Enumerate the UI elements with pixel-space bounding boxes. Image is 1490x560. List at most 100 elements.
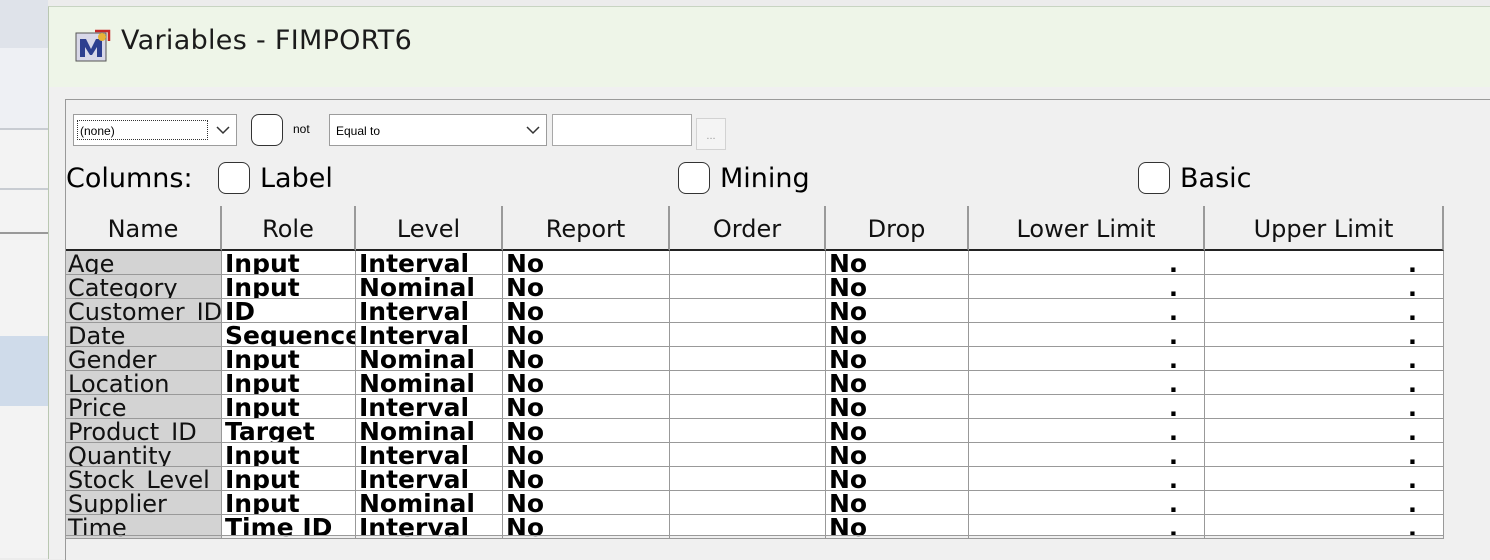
cell-level[interactable]: Nominal (356, 491, 503, 515)
table-row[interactable]: Location Input Nominal No No.. (66, 371, 1444, 395)
cell-level[interactable]: Nominal (356, 419, 503, 443)
cell-report[interactable]: No (503, 467, 670, 491)
mining-checkbox[interactable] (678, 162, 710, 194)
cell-level[interactable]: Nominal (356, 347, 503, 371)
cell-lower-limit[interactable]: . (969, 491, 1205, 515)
cell-report[interactable]: No (503, 371, 670, 395)
cell-level[interactable]: Nominal (356, 275, 503, 299)
header-report[interactable]: Report (503, 206, 670, 251)
cell-drop[interactable]: No (826, 371, 969, 395)
cell-report[interactable]: No (503, 347, 670, 371)
cell-role[interactable]: Input (222, 443, 356, 467)
cell-level[interactable]: Nominal (356, 371, 503, 395)
cell-drop[interactable]: No (826, 323, 969, 347)
table-row[interactable]: Gender Input Nominal No No.. (66, 347, 1444, 371)
ellipsis-button[interactable]: ... (696, 118, 726, 150)
cell-lower-limit[interactable]: . (969, 251, 1205, 275)
cell-lower-limit[interactable]: . (969, 323, 1205, 347)
header-upper-limit[interactable]: Upper Limit (1205, 206, 1444, 251)
cell-name[interactable]: Price (66, 395, 222, 419)
header-drop[interactable]: Drop (826, 206, 969, 251)
cell-level[interactable]: Interval (356, 323, 503, 347)
cell-name[interactable]: Stock_Level (66, 467, 222, 491)
cell-lower-limit[interactable]: . (969, 419, 1205, 443)
cell-report[interactable]: No (503, 443, 670, 467)
cell-report[interactable]: No (503, 299, 670, 323)
table-row[interactable]: Stock_Level Input Interval No No.. (66, 467, 1444, 491)
cell-level[interactable]: Interval (356, 515, 503, 539)
cell-role[interactable]: Sequence (222, 323, 356, 347)
cell-lower-limit[interactable]: . (969, 467, 1205, 491)
table-row[interactable]: Date Sequence Interval No No.. (66, 323, 1444, 347)
header-order[interactable]: Order (670, 206, 826, 251)
table-row[interactable]: Product_ID Target Nominal No No.. (66, 419, 1444, 443)
cell-drop[interactable]: No (826, 419, 969, 443)
cell-name[interactable]: Customer_ID (66, 299, 222, 323)
cell-upper-limit[interactable]: . (1205, 323, 1444, 347)
cell-order[interactable] (670, 323, 826, 347)
cell-name[interactable]: Product_ID (66, 419, 222, 443)
table-row[interactable]: Quantity Input Interval No No.. (66, 443, 1444, 467)
header-name[interactable]: Name (66, 206, 222, 251)
cell-lower-limit[interactable]: . (969, 515, 1205, 539)
basic-checkbox[interactable] (1138, 162, 1170, 194)
cell-drop[interactable]: No (826, 347, 969, 371)
cell-level[interactable]: Interval (356, 395, 503, 419)
cell-order[interactable] (670, 419, 826, 443)
cell-lower-limit[interactable]: . (969, 371, 1205, 395)
cell-lower-limit[interactable]: . (969, 299, 1205, 323)
operator-select[interactable]: Equal to (329, 114, 547, 146)
cell-drop[interactable]: No (826, 467, 969, 491)
cell-report[interactable]: No (503, 395, 670, 419)
cell-report[interactable]: No (503, 491, 670, 515)
cell-order[interactable] (670, 467, 826, 491)
cell-order[interactable] (670, 443, 826, 467)
cell-upper-limit[interactable]: . (1205, 371, 1444, 395)
cell-name[interactable]: Location (66, 371, 222, 395)
cell-role[interactable]: Input (222, 491, 356, 515)
cell-order[interactable] (670, 371, 826, 395)
cell-upper-limit[interactable]: . (1205, 419, 1444, 443)
cell-lower-limit[interactable]: . (969, 395, 1205, 419)
cell-level[interactable]: Interval (356, 251, 503, 275)
cell-role[interactable]: Input (222, 395, 356, 419)
table-row[interactable]: Age Input Interval No No.. (66, 251, 1444, 275)
cell-report[interactable]: No (503, 275, 670, 299)
cell-drop[interactable]: No (826, 515, 969, 539)
cell-role[interactable]: Input (222, 251, 356, 275)
table-row[interactable]: Price Input Interval No No.. (66, 395, 1444, 419)
cell-upper-limit[interactable]: . (1205, 347, 1444, 371)
cell-drop[interactable]: No (826, 443, 969, 467)
filter-value-input[interactable] (552, 114, 692, 146)
cell-order[interactable] (670, 515, 826, 539)
cell-lower-limit[interactable]: . (969, 347, 1205, 371)
column-filter-select[interactable]: (none) (73, 114, 237, 146)
cell-lower-limit[interactable]: . (969, 275, 1205, 299)
cell-name[interactable]: Supplier (66, 491, 222, 515)
cell-role[interactable]: Time ID (222, 515, 356, 539)
cell-name[interactable]: Age (66, 251, 222, 275)
cell-order[interactable] (670, 491, 826, 515)
cell-level[interactable]: Interval (356, 299, 503, 323)
cell-role[interactable]: Input (222, 275, 356, 299)
header-role[interactable]: Role (222, 206, 356, 251)
cell-upper-limit[interactable]: . (1205, 443, 1444, 467)
cell-order[interactable] (670, 275, 826, 299)
not-checkbox[interactable] (251, 114, 283, 146)
cell-name[interactable]: Date (66, 323, 222, 347)
cell-drop[interactable]: No (826, 491, 969, 515)
cell-level[interactable]: Interval (356, 467, 503, 491)
cell-upper-limit[interactable]: . (1205, 251, 1444, 275)
cell-role[interactable]: Target (222, 419, 356, 443)
cell-report[interactable]: No (503, 515, 670, 539)
table-row[interactable]: Category Input Nominal No No.. (66, 275, 1444, 299)
table-row[interactable]: Customer_ID ID Interval No No.. (66, 299, 1444, 323)
cell-upper-limit[interactable]: . (1205, 275, 1444, 299)
cell-report[interactable]: No (503, 419, 670, 443)
cell-upper-limit[interactable]: . (1205, 467, 1444, 491)
cell-order[interactable] (670, 299, 826, 323)
table-row[interactable]: Supplier Input Nominal No No.. (66, 491, 1444, 515)
cell-name[interactable]: Quantity (66, 443, 222, 467)
label-checkbox[interactable] (218, 162, 250, 194)
cell-name[interactable]: Category (66, 275, 222, 299)
